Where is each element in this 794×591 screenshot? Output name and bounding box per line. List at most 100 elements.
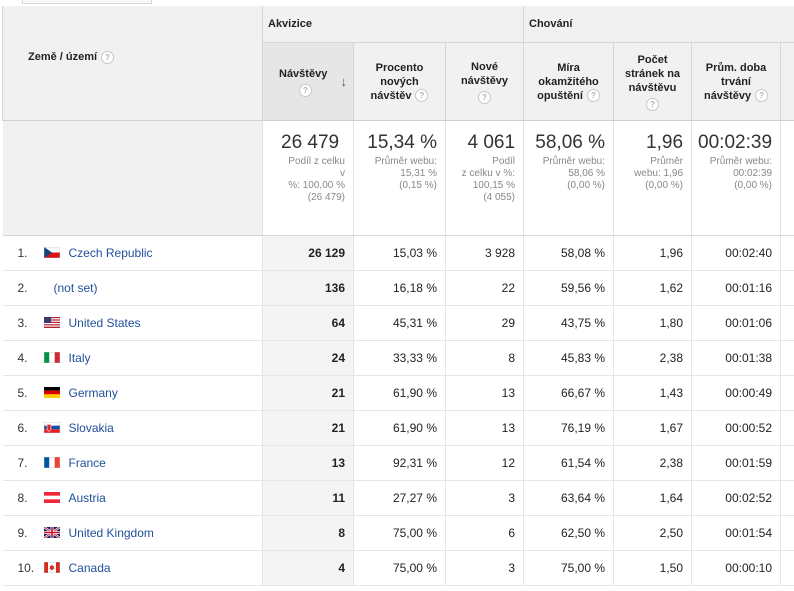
it-flag-icon: [43, 351, 60, 364]
row-dimension: 6. Slovakia: [2, 410, 263, 446]
cell-bounce-rate: 58,08 %: [523, 235, 614, 271]
dimension-header-label: Země / území: [28, 50, 98, 63]
cell-pct-new: 75,00 %: [353, 550, 446, 586]
total-value: 58,06 %: [535, 132, 606, 153]
column-label-line: Nové: [471, 60, 498, 73]
data-rows: 1. Czech Republic 26 129 15,03 % 3 928 58,08 …: [2, 235, 794, 586]
cell-overflow: [780, 410, 794, 446]
table-row: 4. Italy 24 33,33 % 8 45,83 % 2,38 00:01:38: [2, 340, 794, 376]
cell-overflow: [780, 340, 794, 376]
cell-avg-duration: 00:01:54: [691, 515, 781, 551]
cell-new-visits: 8: [444, 340, 524, 376]
at-flag-icon: [43, 492, 60, 503]
country-link[interactable]: Italy: [68, 351, 91, 365]
row-index: 3.: [17, 316, 28, 330]
cell-avg-duration: 00:00:49: [691, 375, 781, 411]
cell-pages-per-visit: 1,64: [613, 480, 692, 516]
row-dimension: 10. Canada: [2, 550, 263, 586]
column-avg-duration[interactable]: Prům. doba trvání návštěvy?: [691, 42, 781, 121]
cell-overflow: [780, 270, 794, 306]
column-pct-new[interactable]: Procento nových návštěv?: [353, 42, 446, 121]
cell-bounce-rate: 59,56 %: [523, 270, 614, 306]
country-link[interactable]: Czech Republic: [68, 246, 153, 260]
cell-bounce-rate: 63,64 %: [523, 480, 614, 516]
table-row: 1. Czech Republic 26 129 15,03 % 3 928 58,08 …: [2, 235, 794, 271]
country-link[interactable]: Canada: [68, 561, 111, 575]
column-label-line: Prům. doba: [705, 61, 767, 74]
country-link[interactable]: United States: [68, 316, 141, 330]
table-row: 3. United States 64 45,31 % 29 43,75 % 1,80 00:…: [2, 305, 794, 341]
total-note: 100,15 %: [472, 180, 516, 191]
help-icon[interactable]: ?: [101, 50, 115, 64]
row-index: 10.: [17, 561, 35, 575]
row-dimension: 1. Czech Republic: [2, 235, 263, 271]
cell-pct-new: 16,18 %: [353, 270, 446, 306]
cell-bounce-rate: 62,50 %: [523, 515, 614, 551]
column-bounce-rate[interactable]: Míra okamžitého opuštění?: [523, 42, 614, 121]
cell-avg-duration: 00:00:52: [691, 410, 781, 446]
country-link[interactable]: Slovakia: [68, 421, 114, 435]
table-row: 6. Slovakia 21 61,90 % 13 76,19 % 1,67 00:00:52: [2, 410, 794, 446]
column-overflow: [780, 42, 794, 121]
column-label-line: opuštění: [537, 89, 583, 102]
column-label-line: návštěvy: [460, 74, 509, 87]
cell-avg-duration: 00:01:59: [691, 445, 781, 481]
cell-overflow: [780, 235, 794, 271]
cell-new-visits: 22: [444, 270, 524, 306]
cell-pages-per-visit: 1,67: [613, 410, 692, 446]
total-note: (0,00 %): [567, 180, 606, 191]
cell-avg-duration: 00:02:52: [691, 480, 781, 516]
cell-pages-per-visit: 1,50: [613, 550, 692, 586]
total-value: 4 061: [467, 132, 516, 153]
table-row: 10. Canada 4 75,00 % 3 75,00 % 1,50 00:00:10: [2, 550, 794, 586]
cell-pct-new: 92,31 %: [353, 445, 446, 481]
cell-avg-duration: 00:01:16: [691, 270, 781, 306]
total-note: 58,06 %: [568, 168, 606, 179]
cell-new-visits: 12: [444, 445, 524, 481]
help-icon[interactable]: ?: [646, 97, 660, 111]
row-index: 7.: [17, 456, 28, 470]
total-bounce-rate: 58,06 % Průměr webu: 58,06 % (0,00 %): [523, 120, 614, 236]
help-icon[interactable]: ?: [299, 83, 312, 97]
help-icon[interactable]: ?: [415, 89, 429, 103]
cell-new-visits: 13: [444, 410, 524, 446]
total-note: Průměr webu:: [709, 156, 773, 167]
cell-pages-per-visit: 1,43: [613, 375, 692, 411]
country-link[interactable]: France: [68, 456, 106, 470]
cell-bounce-rate: 76,19 %: [523, 410, 614, 446]
help-icon[interactable]: ?: [478, 90, 491, 104]
dimension-header[interactable]: Země / území?: [2, 6, 263, 121]
total-value: 15,34 %: [367, 132, 437, 153]
cell-visits: 13: [262, 445, 354, 481]
row-index: 1.: [17, 246, 28, 260]
column-label-line: Míra: [557, 61, 580, 74]
country-link[interactable]: (not set): [53, 281, 98, 295]
column-label-line: trvání: [721, 75, 751, 88]
cell-visits: 21: [262, 375, 354, 411]
column-label-line: návštěvu: [628, 81, 677, 94]
cell-pages-per-visit: 1,80: [613, 305, 692, 341]
row-dimension: 7. France: [2, 445, 263, 481]
cell-avg-duration: 00:01:06: [691, 305, 781, 341]
help-icon[interactable]: ?: [586, 89, 600, 103]
cell-bounce-rate: 75,00 %: [523, 550, 614, 586]
sort-desc-icon[interactable]: ↓: [340, 74, 348, 89]
help-icon[interactable]: ?: [755, 89, 769, 103]
column-pages-per-visit[interactable]: Počet stránek na návštěvu ?: [613, 42, 692, 121]
cell-overflow: [780, 375, 794, 411]
column-visits-label: Návštěvy: [279, 67, 328, 80]
cz-flag-icon: [43, 246, 60, 259]
country-link[interactable]: United Kingdom: [68, 526, 154, 540]
row-dimension: 8. Austria: [2, 480, 263, 516]
total-note: 15,31 %: [400, 168, 437, 179]
country-link[interactable]: Germany: [68, 386, 118, 400]
country-link[interactable]: Austria: [68, 491, 106, 505]
table-row: 5. Germany 21 61,90 % 13 66,67 % 1,43 00:00:49: [2, 375, 794, 411]
cell-bounce-rate: 45,83 %: [523, 340, 614, 376]
table-row: 2. (not set) 136 16,18 % 22 59,56 % 1,62 00:01:…: [2, 270, 794, 306]
total-note: (4 055): [483, 192, 516, 203]
column-visits[interactable]: Návštěvy ? ↓: [262, 42, 354, 121]
row-index: 4.: [17, 351, 28, 365]
column-new-visits[interactable]: Nové návštěvy ?: [444, 42, 524, 121]
column-label-line: nových: [380, 75, 419, 88]
